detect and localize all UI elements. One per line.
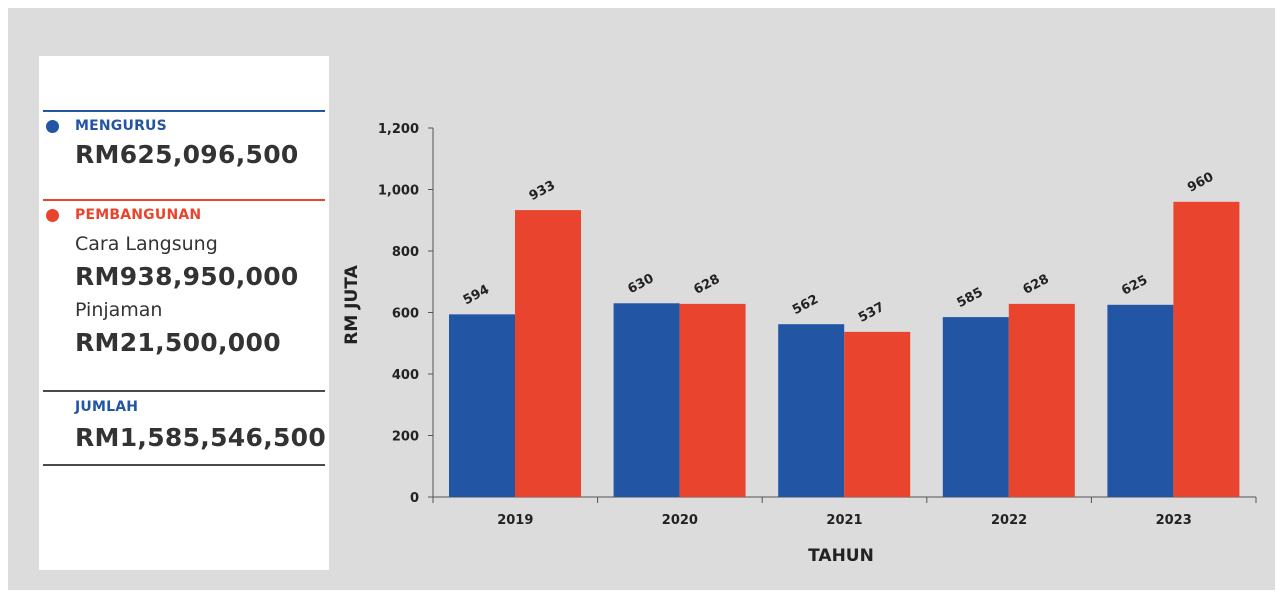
pembangunan-divider [43, 199, 325, 201]
y-tick-label: 600 [392, 307, 419, 322]
y-tick-label: 200 [392, 430, 419, 445]
data-label: 628 [1021, 272, 1052, 298]
pembangunan-dot-icon [46, 209, 59, 222]
y-tick-label: 1,000 [378, 184, 419, 199]
bar-2023-mengurus [1107, 304, 1174, 497]
data-label: 585 [955, 285, 986, 311]
bar-2021-pembangunan [844, 331, 911, 497]
y-tick-label: 0 [410, 491, 419, 506]
mengurus-amount: RM625,096,500 [75, 140, 299, 169]
jumlah-top-divider [43, 390, 325, 392]
y-axis: 0 200 400 600 800 1,000 1,200 [378, 122, 434, 506]
mengurus-divider [43, 110, 325, 112]
pembangunan-label: PEMBANGUNAN [75, 207, 202, 223]
bar-2019-pembangunan [515, 210, 581, 498]
bar-2021-mengurus [778, 324, 845, 497]
x-tick-label: 2021 [826, 513, 862, 528]
bar-2022-mengurus [942, 317, 1009, 497]
x-axis-title: TAHUN [808, 546, 874, 566]
data-label: 562 [790, 292, 821, 318]
bar-2019-mengurus [449, 314, 515, 497]
data-label: 625 [1119, 273, 1150, 299]
cara-langsung-amount: RM938,950,000 [75, 262, 299, 291]
y-tick-label: 800 [392, 245, 419, 260]
cara-langsung-label: Cara Langsung [75, 233, 218, 255]
bars [449, 201, 1240, 498]
bar-2023-pembangunan [1173, 201, 1240, 498]
data-label: 537 [856, 300, 887, 326]
pinjaman-label: Pinjaman [75, 299, 163, 321]
x-tick-label: 2023 [1156, 513, 1192, 528]
jumlah-amount: RM1,585,546,500 [75, 423, 327, 452]
x-tick-label: 2019 [497, 513, 533, 528]
data-label: 628 [691, 272, 722, 298]
data-label: 594 [461, 282, 492, 308]
mengurus-dot-icon [46, 120, 59, 133]
bar-2020-mengurus [613, 303, 680, 497]
data-label: 933 [527, 178, 558, 204]
x-tick-label: 2020 [662, 513, 698, 528]
y-tick-label: 1,200 [378, 122, 419, 137]
x-axis: 2019 2020 2021 2022 2023 [432, 496, 1257, 528]
y-tick-label: 400 [392, 368, 419, 383]
jumlah-bottom-divider [43, 464, 325, 466]
bar-2022-pembangunan [1008, 303, 1075, 497]
data-label: 630 [625, 271, 656, 297]
legend-card: MENGURUS RM625,096,500 PEMBANGUNAN Cara … [39, 56, 329, 570]
mengurus-label: MENGURUS [75, 118, 167, 134]
bar-2020-pembangunan [679, 303, 746, 497]
jumlah-label: JUMLAH [75, 399, 139, 415]
pinjaman-amount: RM21,500,000 [75, 328, 281, 357]
x-tick-label: 2022 [991, 513, 1027, 528]
y-axis-title: RM JUTA [342, 264, 362, 344]
data-label: 960 [1185, 170, 1216, 196]
